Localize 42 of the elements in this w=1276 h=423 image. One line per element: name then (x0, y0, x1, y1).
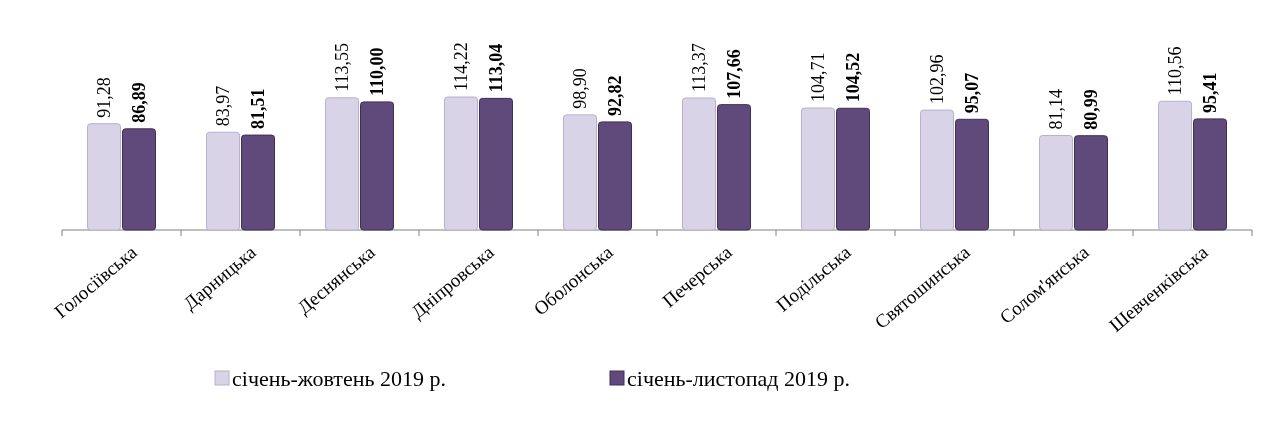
data-label: 81,14 (1046, 89, 1066, 130)
data-label: 92,82 (605, 75, 625, 116)
bar (87, 123, 121, 231)
bar (479, 97, 513, 231)
bar (563, 114, 597, 231)
data-label: 95,07 (962, 72, 982, 114)
data-label: 81,51 (248, 88, 268, 130)
bar (682, 97, 716, 231)
bar (717, 104, 751, 231)
bar (360, 101, 394, 231)
bar (955, 118, 989, 231)
data-label: 113,04 (486, 43, 506, 93)
legend-label: січень-жовтень 2019 р. (232, 365, 447, 391)
data-label: 98,90 (570, 68, 590, 109)
data-label: 80,99 (1081, 89, 1101, 130)
data-label: 104,52 (843, 52, 863, 103)
data-label: 110,00 (367, 47, 387, 96)
bar (1193, 118, 1227, 231)
legend-label: січень-листопад 2019 р. (627, 365, 850, 391)
data-label: 83,97 (213, 85, 233, 127)
data-label: 91,28 (94, 77, 114, 118)
bar (598, 121, 632, 231)
data-label: 86,89 (129, 82, 149, 123)
bar (1158, 100, 1192, 231)
data-label: 95,41 (1200, 72, 1220, 113)
data-label: 104,71 (808, 52, 828, 103)
bar (444, 96, 478, 231)
bar (1039, 135, 1073, 231)
bar (241, 134, 275, 231)
bar (325, 97, 359, 231)
data-label: 114,22 (451, 42, 471, 91)
data-label: 107,66 (724, 49, 744, 99)
bar (206, 131, 240, 231)
data-label: 113,37 (689, 43, 709, 92)
bar (122, 128, 156, 231)
data-label: 113,55 (332, 42, 352, 92)
bar (1074, 135, 1108, 231)
bar (836, 107, 870, 231)
data-label: 102,96 (927, 54, 947, 105)
bar (920, 109, 954, 231)
data-label: 110,56 (1165, 46, 1185, 96)
bar (801, 107, 835, 231)
